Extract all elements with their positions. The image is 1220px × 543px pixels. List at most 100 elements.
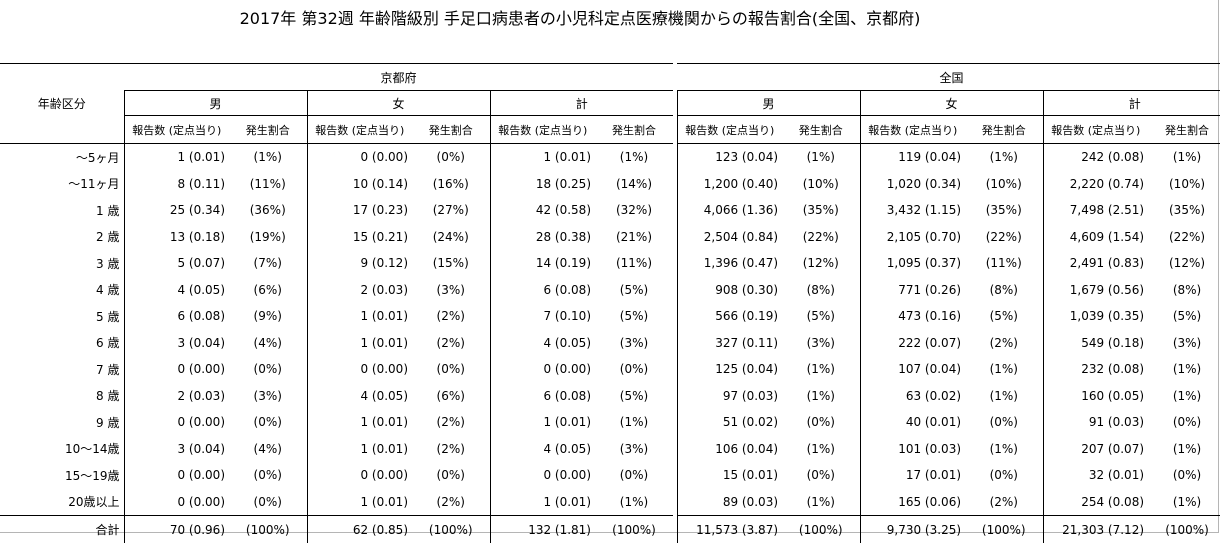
kyoto-female-ratio: (0%) [412, 356, 490, 383]
national-total-ratio: (0%) [1148, 462, 1220, 489]
kyoto-female-ratio: (2%) [412, 330, 490, 357]
national-male-ratio: (3%) [782, 330, 860, 357]
national-total-reports: 91 (0.03) [1043, 409, 1148, 436]
subheader-row: 報告数 (定点当り)発生割合報告数 (定点当り)発生割合報告数 (定点当り)発生… [0, 116, 1220, 144]
national-female-ratio: (0%) [965, 462, 1043, 489]
kyoto-female-ratio: (3%) [412, 277, 490, 304]
kyoto-female-reports: 1 (0.01) [307, 303, 412, 330]
national-male-ratio: (12%) [782, 250, 860, 277]
kyoto-male-reports: 3 (0.04) [124, 436, 229, 463]
national-female-reports: 107 (0.04) [860, 356, 965, 383]
national-male-reports: 327 (0.11) [677, 330, 782, 357]
national-male-ratio: (1%) [782, 144, 860, 171]
kyoto-male-ratio: (3%) [229, 383, 307, 410]
kyoto-male-ratio: (9%) [229, 303, 307, 330]
kyoto-total-reports: 1 (0.01) [490, 144, 595, 171]
kyoto-male-reports: 0 (0.00) [124, 356, 229, 383]
kyoto-female-reports: 4 (0.05) [307, 383, 412, 410]
kyoto-total-header: 計 [490, 91, 673, 116]
national-male-ratio: (1%) [782, 489, 860, 516]
national-male-reports: 15 (0.01) [677, 462, 782, 489]
national-total-ratio: (8%) [1148, 277, 1220, 304]
kyoto-male-reports: 70 (0.96) [124, 516, 229, 543]
national-male-ratio: (0%) [782, 462, 860, 489]
national-female-reports: 2,105 (0.70) [860, 224, 965, 251]
kyoto-total-reports: 42 (0.58) [490, 197, 595, 224]
national-male-reports: 106 (0.04) [677, 436, 782, 463]
report-table: 年齢区分 京都府 全国 男女計男女計 報告数 (定点当り)発生割合報告数 (定点… [0, 63, 1220, 543]
age-label: 3 歳 [0, 250, 124, 277]
kyoto-male-reports: 0 (0.00) [124, 409, 229, 436]
kyoto-female-ratio: (2%) [412, 303, 490, 330]
national-female-reports: 101 (0.03) [860, 436, 965, 463]
kyoto-male-ratio: (6%) [229, 277, 307, 304]
national-female-reports: 473 (0.16) [860, 303, 965, 330]
kyoto-total-ratio: (100%) [595, 516, 673, 543]
kyoto-female-ratio: (2%) [412, 409, 490, 436]
national-male-ratio: (0%) [782, 409, 860, 436]
national-male-reports: 97 (0.03) [677, 383, 782, 410]
kyoto-male-ratio: (11%) [229, 171, 307, 198]
age-label: 9 歳 [0, 409, 124, 436]
kyoto-male-ratio-header: 発生割合 [229, 116, 307, 144]
kyoto-total-ratio: (11%) [595, 250, 673, 277]
kyoto-male-ratio: (0%) [229, 462, 307, 489]
national-male-ratio-header: 発生割合 [782, 116, 860, 144]
national-female-header: 女 [860, 91, 1043, 116]
kyoto-total-ratio: (5%) [595, 303, 673, 330]
kyoto-total-reports: 6 (0.08) [490, 383, 595, 410]
kyoto-total-ratio-header: 発生割合 [595, 116, 673, 144]
national-female-reports: 119 (0.04) [860, 144, 965, 171]
kyoto-group-header: 京都府 [124, 64, 673, 91]
kyoto-male-reports: 3 (0.04) [124, 330, 229, 357]
national-female-reports: 165 (0.06) [860, 489, 965, 516]
national-total-ratio: (10%) [1148, 171, 1220, 198]
kyoto-total-ratio: (3%) [595, 436, 673, 463]
kyoto-male-reports: 0 (0.00) [124, 489, 229, 516]
age-label: 20歳以上 [0, 489, 124, 516]
page-title: 2017年 第32週 年齢階級別 手足口病患者の小児科定点医療機関からの報告割合… [0, 5, 1160, 29]
national-total-reports: 1,679 (0.56) [1043, 277, 1148, 304]
kyoto-total-reports: 6 (0.08) [490, 277, 595, 304]
age-label: 2 歳 [0, 224, 124, 251]
kyoto-female-header: 女 [307, 91, 490, 116]
kyoto-female-reports-header: 報告数 (定点当り) [307, 116, 412, 144]
national-total-ratio: (3%) [1148, 330, 1220, 357]
age-label: 6 歳 [0, 330, 124, 357]
age-label: 5 歳 [0, 303, 124, 330]
national-female-ratio: (0%) [965, 409, 1043, 436]
national-male-ratio: (100%) [782, 516, 860, 543]
national-male-ratio: (1%) [782, 436, 860, 463]
kyoto-total-reports: 14 (0.19) [490, 250, 595, 277]
national-female-ratio: (1%) [965, 356, 1043, 383]
age-label: 4 歳 [0, 277, 124, 304]
kyoto-total-reports-header: 報告数 (定点当り) [490, 116, 595, 144]
kyoto-total-ratio: (5%) [595, 383, 673, 410]
kyoto-female-reports: 0 (0.00) [307, 144, 412, 171]
national-female-ratio: (22%) [965, 224, 1043, 251]
kyoto-male-reports: 13 (0.18) [124, 224, 229, 251]
kyoto-male-reports: 1 (0.01) [124, 144, 229, 171]
national-total-reports: 21,303 (7.12) [1043, 516, 1148, 543]
kyoto-female-reports: 2 (0.03) [307, 277, 412, 304]
kyoto-female-reports: 1 (0.01) [307, 489, 412, 516]
national-total-ratio: (100%) [1148, 516, 1220, 543]
kyoto-total-reports: 7 (0.10) [490, 303, 595, 330]
national-male-ratio: (22%) [782, 224, 860, 251]
national-male-ratio: (35%) [782, 197, 860, 224]
age-label: ～5ヶ月 [0, 144, 124, 171]
kyoto-female-ratio: (0%) [412, 462, 490, 489]
national-female-reports: 9,730 (3.25) [860, 516, 965, 543]
kyoto-female-ratio: (2%) [412, 489, 490, 516]
kyoto-female-reports: 1 (0.01) [307, 436, 412, 463]
age-label: 15～19歳 [0, 462, 124, 489]
kyoto-male-ratio: (7%) [229, 250, 307, 277]
